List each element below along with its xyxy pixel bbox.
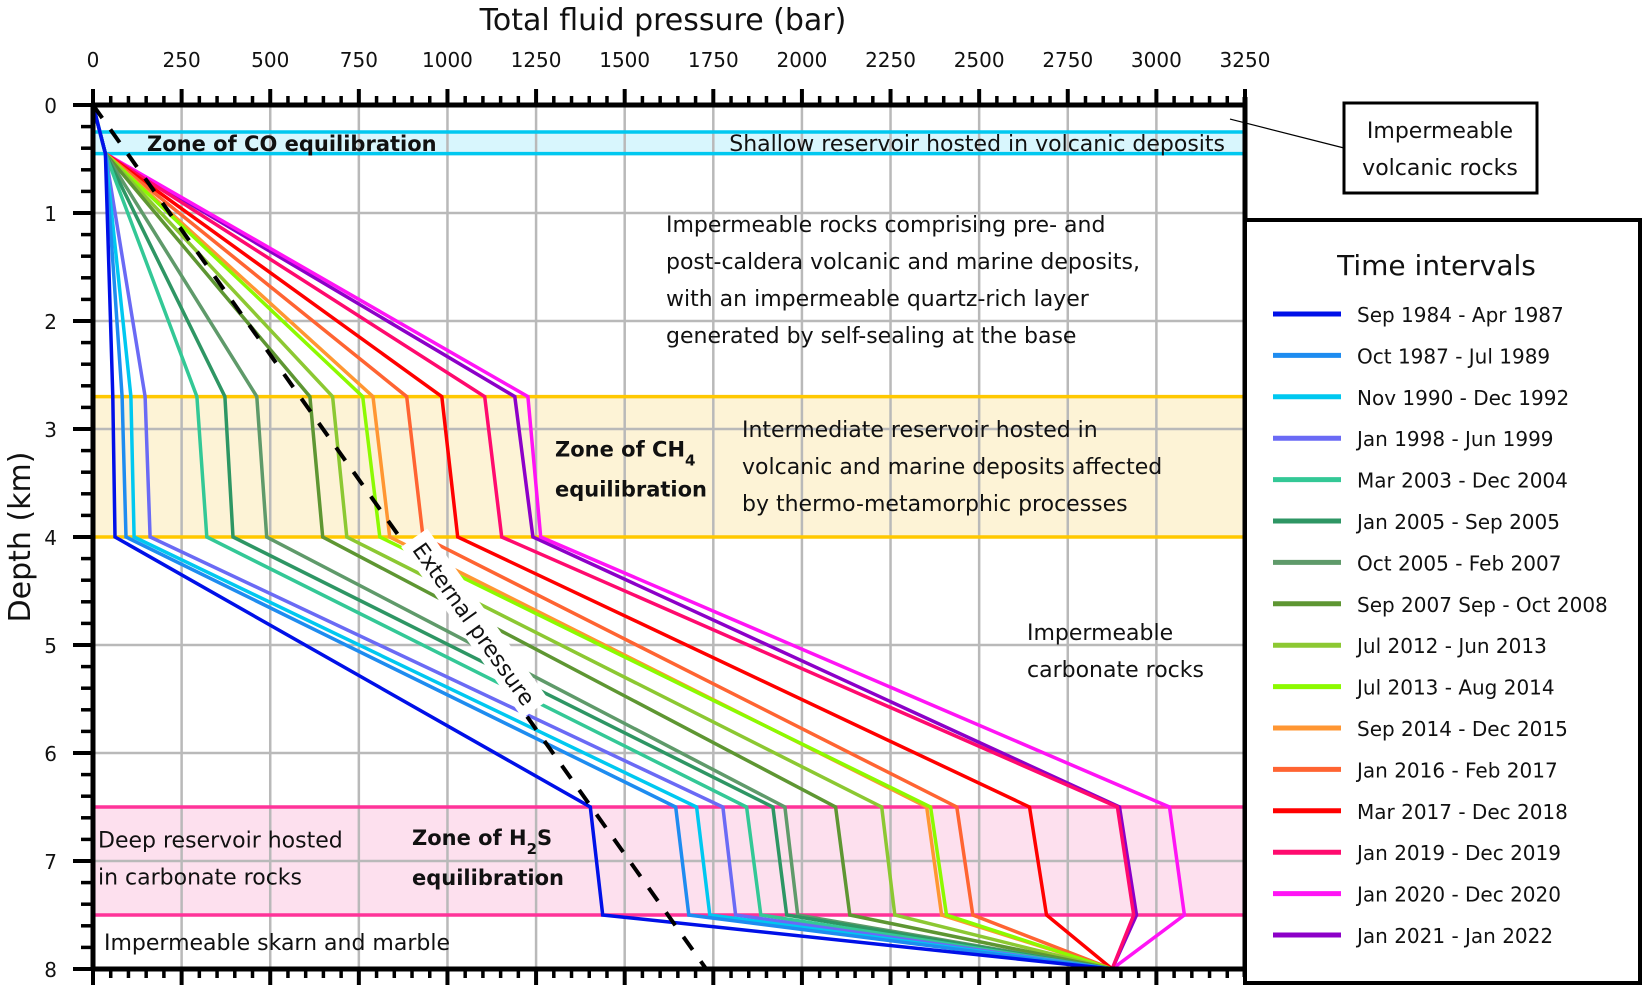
legend-item: Jan 2019 - Dec 2019 — [1273, 841, 1561, 865]
x-tick-label: 500 — [251, 48, 289, 72]
intermediate-reservoir-label: by thermo-metamorphic processes — [742, 492, 1128, 517]
legend-label: Sep 2007 Sep - Oct 2008 — [1357, 593, 1608, 617]
legend-item: Sep 2014 - Dec 2015 — [1273, 717, 1568, 741]
y-tick-label: 3 — [44, 418, 57, 442]
shallow-reservoir-label: Shallow reservoir hosted in volcanic dep… — [729, 132, 1225, 157]
external-pressure-line — [91, 103, 708, 971]
legend-label: Sep 2014 - Dec 2015 — [1357, 717, 1568, 741]
legend-label: Mar 2003 - Dec 2004 — [1357, 469, 1568, 493]
legend-item: Mar 2017 - Dec 2018 — [1273, 800, 1568, 824]
zone-h2s-label: Zone of H2S — [412, 826, 552, 858]
series-layer — [91, 103, 1187, 971]
legend-item: Mar 2003 - Dec 2004 — [1273, 469, 1568, 493]
legend-item: Jan 1998 - Jun 1999 — [1273, 427, 1554, 451]
series-line — [91, 104, 1113, 971]
impermeable-upper-label: with an impermeable quartz-rich layer — [666, 287, 1090, 312]
legend-item: Sep 1984 - Apr 1987 — [1273, 303, 1564, 327]
legend-item: Jan 2021 - Jan 2022 — [1273, 924, 1553, 948]
zone-ch4-label: Zone of CH4 — [555, 437, 695, 469]
legend-label: Jul 2012 - Jun 2013 — [1355, 634, 1547, 658]
y-tick-label: 2 — [44, 310, 57, 334]
legend-item: Jul 2012 - Jun 2013 — [1273, 634, 1547, 658]
legend-item: Jan 2016 - Feb 2017 — [1273, 758, 1558, 782]
y-tick-label: 7 — [44, 850, 57, 874]
x-tick-label: 3000 — [1131, 48, 1182, 72]
x-tick-label: 0 — [87, 48, 100, 72]
legend-label: Jan 2019 - Dec 2019 — [1355, 841, 1561, 865]
impermeable-upper-label: post-caldera volcanic and marine deposit… — [666, 250, 1140, 275]
x-tick-label: 1750 — [688, 48, 739, 72]
legend-label: Oct 1987 - Jul 1989 — [1357, 344, 1550, 368]
legend-label: Jul 2013 - Aug 2014 — [1355, 676, 1555, 700]
x-tick-label: 1000 — [422, 48, 473, 72]
callout-box — [1342, 101, 1539, 195]
x-tick-label: 2500 — [954, 48, 1005, 72]
y-tick-label: 8 — [44, 958, 57, 982]
y-tick-label: 4 — [44, 526, 57, 550]
zone-ch4-label-line2: equilibration — [555, 477, 707, 501]
y-tick-label: 0 — [44, 94, 57, 118]
axes-layer: 0 250 500 750 1000 1250 1500 1750 2000 2250 2500 27… — [3, 3, 1270, 985]
legend-label: Mar 2017 - Dec 2018 — [1357, 800, 1568, 824]
y-tick-label: 6 — [44, 742, 57, 766]
legend-item: Nov 1990 - Dec 1992 — [1273, 386, 1569, 410]
y-tick-label: 5 — [44, 634, 57, 658]
x-tick-label: 1500 — [599, 48, 650, 72]
x-tick-label: 750 — [340, 48, 378, 72]
legend-item: Oct 2005 - Feb 2007 — [1273, 551, 1561, 575]
intermediate-reservoir-label: Intermediate reservoir hosted in — [742, 418, 1098, 443]
x-tick-label: 2750 — [1042, 48, 1093, 72]
grid-layer — [93, 105, 1245, 969]
legend-label: Sep 1984 - Apr 1987 — [1357, 303, 1564, 327]
legend-item: Jan 2005 - Sep 2005 — [1273, 510, 1560, 534]
x-tick-label: 250 — [163, 48, 201, 72]
legend-item: Jan 2020 - Dec 2020 — [1273, 883, 1561, 907]
y-tick-label: 1 — [44, 202, 57, 226]
legend-label: Nov 1990 - Dec 1992 — [1357, 386, 1569, 410]
deep-reservoir-label: Deep reservoir hosted — [98, 828, 343, 853]
impermeable-upper-label: Impermeable rocks comprising pre- and — [666, 213, 1105, 238]
deep-reservoir-label: in carbonate rocks — [98, 865, 302, 890]
external-pressure-label-bg — [401, 528, 549, 719]
zone-shallow-band — [93, 132, 1245, 154]
legend-item: Oct 1987 - Jul 1989 — [1273, 344, 1550, 368]
legend-label: Jan 2016 - Feb 2017 — [1355, 758, 1558, 782]
legend-label: Jan 2020 - Dec 2020 — [1355, 883, 1561, 907]
zone-intermediate-band — [93, 396, 1245, 537]
legend-title: Time intervals — [1336, 249, 1536, 282]
impermeable-carbonate-label: carbonate rocks — [1027, 658, 1204, 683]
legend-label: Jan 2005 - Sep 2005 — [1355, 510, 1560, 534]
impermeable-carbonate-label: Impermeable — [1027, 621, 1173, 646]
impermeable-upper-label: generated by self-sealing at the base — [666, 324, 1076, 349]
x-tick-label: 2000 — [776, 48, 827, 72]
intermediate-reservoir-label: volcanic and marine deposits affected — [742, 455, 1162, 480]
x-tick-label: 3250 — [1220, 48, 1271, 72]
x-tick-label: 1250 — [511, 48, 562, 72]
callout-leader-line — [1229, 118, 1345, 149]
impermeable-skarn-label: Impermeable skarn and marble — [104, 931, 450, 956]
legend-item: Jul 2013 - Aug 2014 — [1273, 676, 1555, 700]
legend-label: Jan 1998 - Jun 1999 — [1355, 427, 1554, 451]
impermeable-volcanic-label: Impermeable — [1367, 119, 1513, 144]
legend-label: Jan 2021 - Jan 2022 — [1355, 924, 1553, 948]
legend-item: Sep 2007 Sep - Oct 2008 — [1273, 593, 1608, 617]
legend: Time intervals Sep 1984 - Apr 1987 Oct 198… — [1243, 218, 1642, 985]
y-axis-title: Depth (km) — [3, 452, 38, 623]
x-tick-label: 2250 — [865, 48, 916, 72]
zone-co-label: Zone of CO equilibration — [147, 132, 437, 156]
x-axis-title: Total fluid pressure (bar) — [479, 3, 847, 38]
legend-label: Oct 2005 - Feb 2007 — [1357, 551, 1561, 575]
zone-h2s-label-line2: equilibration — [412, 866, 564, 890]
impermeable-volcanic-label: volcanic rocks — [1362, 156, 1518, 181]
